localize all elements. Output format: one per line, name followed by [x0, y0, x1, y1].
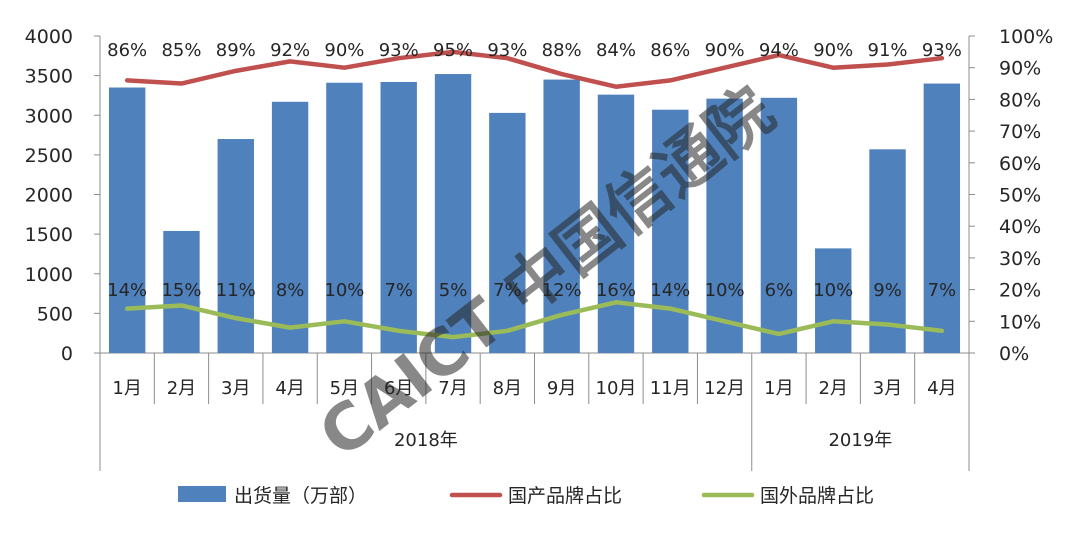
left-tick-label: 1000	[25, 264, 73, 286]
data-label-domestic: 92%	[270, 40, 310, 61]
left-tick-label: 3500	[25, 66, 73, 88]
category-label: 3月	[873, 378, 902, 399]
legend-label-domestic: 国产品牌占比	[508, 485, 622, 507]
category-label: 6月	[384, 378, 413, 399]
data-label-foreign: 6%	[765, 280, 794, 301]
data-label-domestic: 84%	[596, 40, 636, 61]
right-tick-label: 100%	[999, 26, 1053, 48]
data-label-foreign: 10%	[813, 280, 853, 301]
data-label-domestic: 88%	[542, 40, 582, 61]
right-tick-label: 20%	[999, 280, 1041, 302]
data-label-domestic: 90%	[324, 40, 364, 61]
right-tick-label: 30%	[999, 248, 1041, 270]
bar-shipment	[489, 112, 526, 353]
data-label-foreign: 10%	[324, 280, 364, 301]
data-label-foreign: 12%	[542, 280, 582, 301]
data-label-domestic: 85%	[161, 40, 201, 61]
bar-shipment	[108, 87, 146, 353]
data-label-foreign: 7%	[928, 280, 957, 301]
share-lines	[124, 49, 945, 340]
data-label-domestic: 90%	[813, 40, 853, 61]
bar-shipment	[434, 74, 472, 353]
bar-shipment	[706, 98, 743, 353]
right-tick-label: 80%	[999, 89, 1041, 111]
category-label: 9月	[547, 378, 576, 399]
category-label: 2月	[818, 378, 847, 399]
bar-shipment	[543, 79, 580, 354]
left-tick-label: 1500	[25, 224, 73, 246]
data-label-foreign: 16%	[596, 280, 636, 301]
bar-shipment	[163, 230, 200, 353]
data-label-domestic: 86%	[650, 40, 690, 61]
data-label-foreign: 8%	[276, 280, 305, 301]
category-label: 11月	[650, 378, 691, 399]
legend-label-foreign: 国外品牌占比	[760, 485, 874, 507]
right-tick-label: 60%	[999, 153, 1041, 175]
left-tick-label: 2000	[25, 185, 73, 207]
bar-shipment	[760, 97, 798, 353]
right-tick-label: 10%	[999, 311, 1041, 333]
category-label: 8月	[493, 378, 522, 399]
bar-shipment	[923, 83, 961, 354]
data-label-domestic: 93%	[379, 40, 419, 61]
data-label-domestic: 94%	[759, 40, 799, 61]
legend: 出货量（万部） 国产品牌占比 国外品牌占比	[178, 485, 874, 507]
axes: 0 500 1000 1500 2000 2500 3000 3500 4000 0% 10% 20%…	[25, 26, 1053, 471]
line-domestic-share	[124, 49, 945, 89]
data-label-domestic: 93%	[487, 40, 527, 61]
legend-swatch-shipment	[178, 486, 226, 502]
left-tick-label: 0	[61, 343, 73, 365]
right-tick-label: 0%	[999, 343, 1029, 365]
data-label-foreign: 14%	[650, 280, 690, 301]
category-axis-labels: 1月 2月 3月 4月 5月 6月 7月 8月 9月 10月 11月 12月 1月 2月 3月 4月 2018年…	[112, 378, 956, 451]
category-label: 4月	[275, 378, 304, 399]
data-labels: 86% 85% 89% 92% 90% 93% 95% 93% 88% 84% 86% 90% 94% 9…	[107, 40, 962, 301]
bar-shipment	[326, 82, 363, 353]
left-tick-label: 2500	[25, 145, 73, 167]
right-tick-label: 90%	[999, 58, 1041, 80]
right-tick-label: 70%	[999, 121, 1041, 143]
category-label: 7月	[438, 378, 467, 399]
bar-shipment	[597, 94, 635, 354]
category-label: 4月	[927, 378, 956, 399]
right-tick-label: 50%	[999, 185, 1041, 207]
category-label: 2月	[167, 378, 196, 399]
right-tick-label: 40%	[999, 216, 1041, 238]
category-label: 1月	[764, 378, 793, 399]
bar-shipment	[271, 101, 309, 353]
left-tick-label: 4000	[25, 26, 73, 48]
data-label-foreign: 10%	[705, 280, 745, 301]
data-label-domestic: 90%	[705, 40, 745, 61]
data-label-domestic: 93%	[922, 40, 962, 61]
line-foreign-share	[124, 300, 945, 340]
data-label-foreign: 7%	[384, 280, 413, 301]
data-label-domestic: 95%	[433, 40, 473, 61]
data-label-domestic: 86%	[107, 40, 147, 61]
data-label-foreign: 15%	[161, 280, 201, 301]
data-label-domestic: 89%	[216, 40, 256, 61]
category-label: 10月	[596, 378, 637, 399]
shipment-bars	[108, 74, 961, 354]
left-tick-label: 3000	[25, 105, 73, 127]
category-label: 12月	[704, 378, 745, 399]
data-label-foreign: 11%	[216, 280, 256, 301]
data-label-foreign: 9%	[873, 280, 902, 301]
data-label-foreign: 14%	[107, 280, 147, 301]
data-label-domestic: 91%	[868, 40, 908, 61]
group-label: 2018年	[394, 430, 458, 451]
group-label: 2019年	[828, 430, 892, 451]
category-label: 1月	[112, 378, 141, 399]
data-label-foreign: 5%	[439, 280, 468, 301]
bar-shipment	[815, 248, 852, 353]
left-tick-label: 500	[37, 303, 73, 325]
data-label-foreign: 7%	[493, 280, 522, 301]
legend-label-shipment: 出货量（万部）	[234, 485, 367, 507]
category-label: 5月	[330, 378, 359, 399]
bar-shipment	[380, 81, 417, 353]
category-label: 3月	[221, 378, 250, 399]
bar-shipment	[869, 149, 906, 353]
